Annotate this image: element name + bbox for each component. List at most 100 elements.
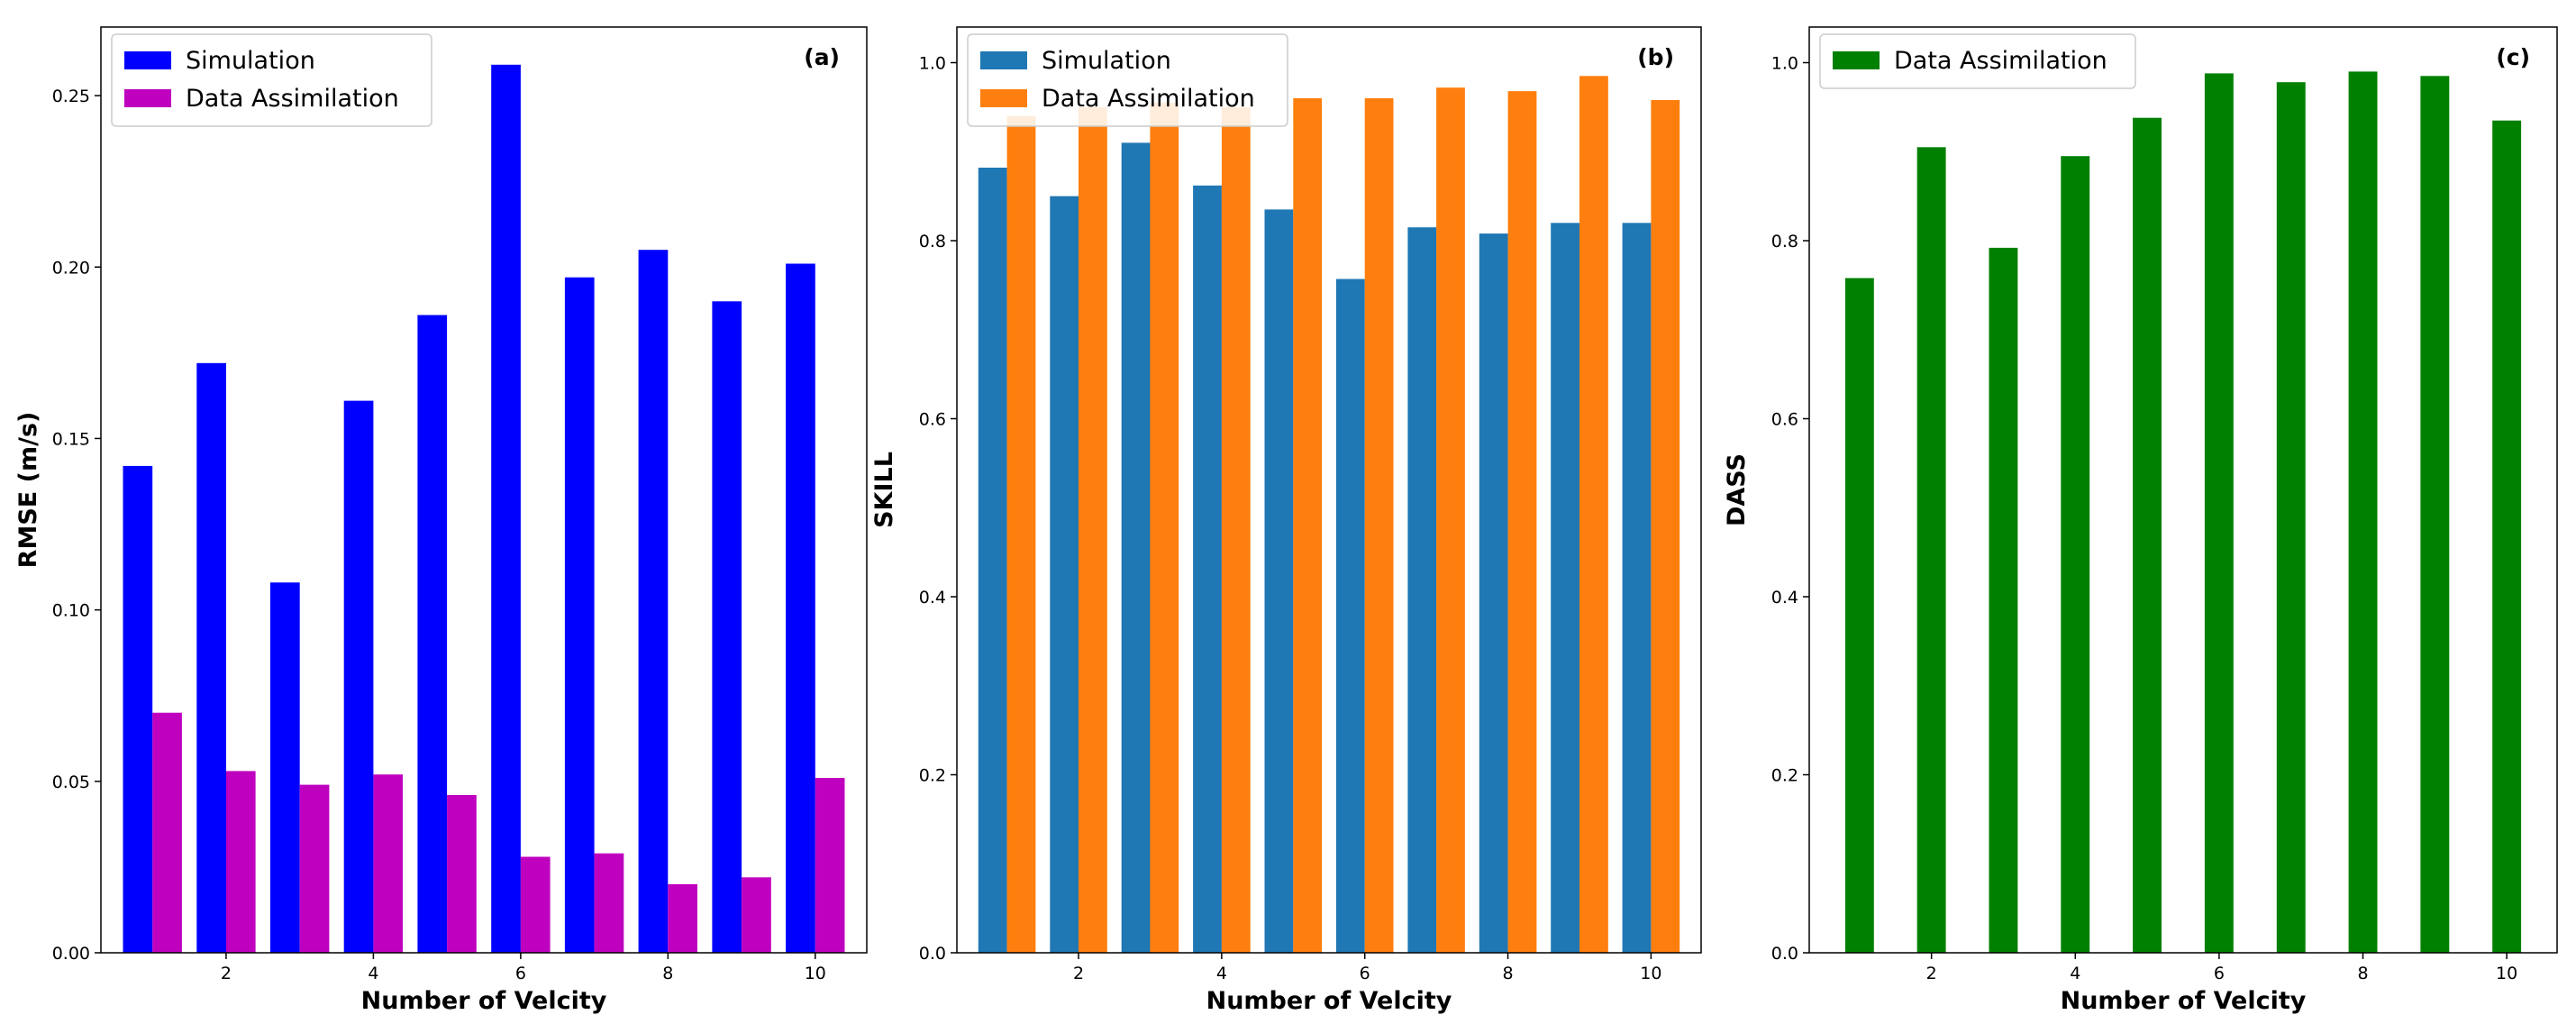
y-tick-label: 0.0 [1771,944,1798,964]
y-tick-label: 0.8 [919,232,946,251]
y-tick-label: 0.6 [1771,410,1798,430]
plot-frame [100,26,868,954]
bar-data-assimilation-5 [1293,98,1323,953]
bar-simulation-7 [564,277,595,953]
bar-data-assimilation-10 [2492,120,2522,953]
bar-simulation-4 [343,400,374,954]
bar-simulation-3 [270,582,300,953]
bar-simulation-3 [1121,142,1151,953]
y-tick-label: 1.0 [1771,54,1798,74]
legend-label-data-assimilation: Data Assimilation [1042,85,1255,113]
chart-panel-a: 0.00 0.05 0.10 0.15 0.20 0.25 2 4 6 8 10 Number of … [14,26,868,1015]
legend-label-simulation: Simulation [1042,47,1171,75]
bar-data-assimilation-5 [2133,117,2162,953]
y-tick-label: 0.4 [919,588,946,608]
x-tick-label: 4 [1216,964,1227,983]
legend-label-data-assimilation: Data Assimilation [1894,47,2107,75]
panel-label: (a) [804,44,840,70]
legend-swatch-data-assimilation [980,89,1027,107]
bar-data-assimilation-6 [520,856,551,953]
legend-box [967,33,1288,127]
bar-simulation-2 [1050,196,1079,954]
bar-simulation-5 [1264,209,1294,953]
y-axis-title: DASS [1723,453,1751,526]
bar-data-assimilation-7 [594,853,624,953]
bar-data-assimilation-2 [1916,147,1946,954]
bar-simulation-5 [417,315,448,953]
bar-data-assimilation-7 [2276,82,2306,953]
bar-simulation-1 [978,168,1007,953]
x-tick-label: 6 [515,964,526,983]
legend: Simulation Data Assimilation [111,33,432,127]
bar-data-assimilation-4 [2061,156,2090,953]
legend-swatch-simulation [124,51,171,69]
bar-simulation-9 [712,301,742,953]
bar-simulation-6 [1335,279,1365,953]
bar-data-assimilation-5 [447,795,477,953]
y-tick-label: 0.25 [52,87,90,106]
y-tick-label: 0.05 [52,772,90,792]
bar-simulation-4 [1193,185,1222,954]
bar-simulation-8 [1479,233,1508,954]
bar-data-assimilation-1 [152,712,182,953]
bar-simulation-9 [1551,223,1579,954]
bar-data-assimilation-2 [225,771,256,953]
bar-data-assimilation-9 [2420,76,2450,954]
x-tick-label: 4 [2070,964,2080,983]
x-tick-label: 8 [1503,964,1514,983]
panel-label: (b) [1637,44,1674,70]
legend-swatch-data-assimilation [124,89,171,107]
x-tick-label: 2 [1926,964,1937,983]
legend: Simulation Data Assimilation [967,33,1288,127]
x-tick-label: 6 [2214,964,2225,983]
bar-data-assimilation-7 [1436,87,1465,953]
x-tick-label: 10 [805,964,826,983]
chart-panel-b: 0.0 0.2 0.4 0.6 0.8 1.0 2 4 6 8 10 Number of Velcit… [870,26,1702,1015]
plot-frame [956,26,1702,954]
x-tick-label: 2 [221,964,232,983]
x-tick-label: 6 [1360,964,1370,983]
bar-data-assimilation-2 [1079,106,1107,953]
legend: Data Assimilation [1819,33,2136,89]
bar-data-assimilation-8 [1507,91,1537,954]
bar-data-assimilation-10 [1651,100,1680,953]
bar-data-assimilation-9 [742,877,771,953]
legend-swatch-simulation [980,51,1027,69]
bar-simulation-10 [1622,223,1652,954]
legend-swatch-data-assimilation [1833,51,1880,69]
y-axis-title: SKILL [870,452,898,528]
y-tick-label: 0.2 [1771,766,1798,786]
bar-data-assimilation-10 [815,778,845,953]
bar-data-assimilation-3 [1150,102,1179,953]
bar-simulation-2 [196,362,226,953]
x-axis-title: Number of Velcity [2061,987,2307,1015]
x-tick-label: 2 [1073,964,1084,983]
bar-data-assimilation-1 [1006,115,1036,954]
y-tick-label: 0.20 [52,258,90,278]
bar-data-assimilation-8 [668,883,697,953]
y-tick-label: 0.8 [1771,232,1798,251]
bar-data-assimilation-8 [2348,71,2378,953]
y-tick-label: 0.10 [52,601,90,621]
y-axis-title: RMSE (m/s) [14,412,42,569]
x-tick-label: 8 [2357,964,2368,983]
y-tick-label: 0.6 [919,410,946,430]
legend-label-simulation: Simulation [186,47,315,75]
bar-data-assimilation-4 [1221,106,1251,953]
y-tick-label: 0.2 [919,766,946,786]
y-tick-label: 1.0 [919,54,946,74]
legend-label-data-assimilation: Data Assimilation [186,85,399,113]
x-tick-label: 10 [1640,964,1661,983]
x-tick-label: 8 [662,964,673,983]
bar-data-assimilation-6 [1364,98,1394,953]
x-tick-label: 4 [368,964,378,983]
bar-simulation-6 [491,64,521,954]
bar-data-assimilation-4 [373,774,404,953]
bar-data-assimilation-1 [1844,278,1874,953]
y-tick-label: 0.00 [52,944,90,964]
bar-simulation-1 [123,465,153,953]
y-tick-label: 0.0 [919,944,946,964]
x-axis-title: Number of Velcity [361,987,607,1015]
bar-simulation-10 [786,263,815,953]
